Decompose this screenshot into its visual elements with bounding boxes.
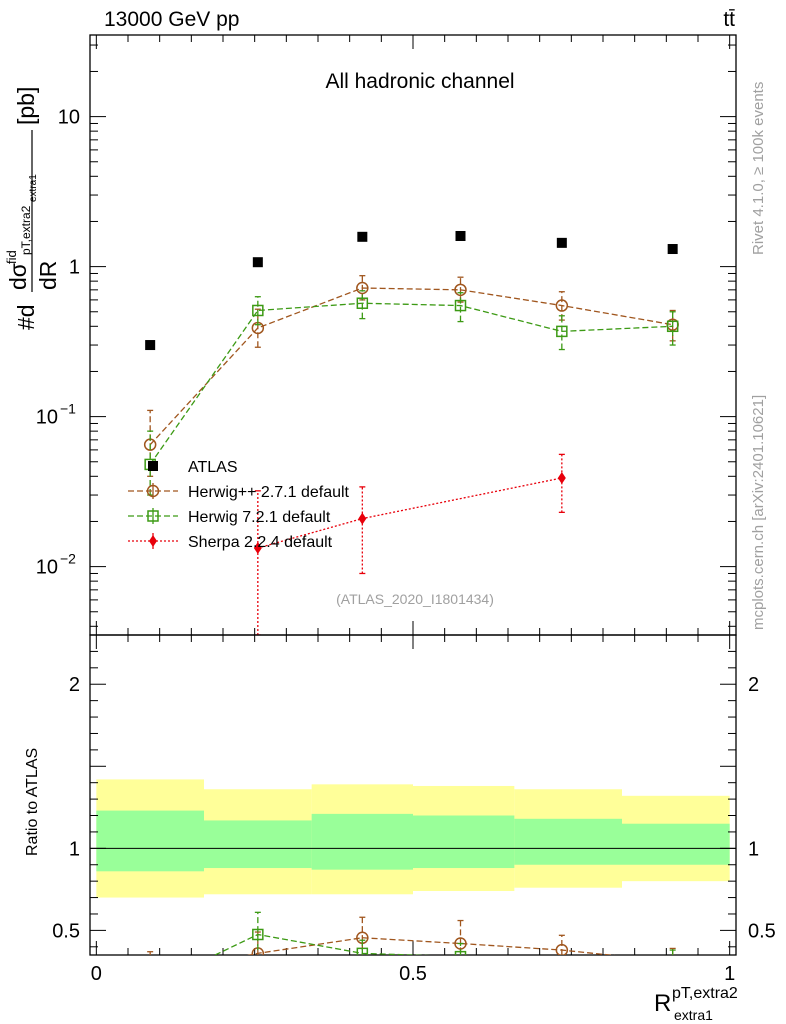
data-point bbox=[556, 325, 568, 338]
data-point bbox=[667, 244, 678, 255]
y-tick-label: 1 bbox=[69, 257, 80, 279]
ratio-y-tick-label-left: 1 bbox=[69, 838, 80, 860]
series-herwig-7-2-1-default bbox=[144, 290, 679, 496]
rivet-version-label: Rivet 4.1.0, ≥ 100k events bbox=[750, 82, 767, 255]
ratio-y-axis-label: Ratio to ATLAS bbox=[24, 748, 41, 856]
ratio-y-tick-label-left: 0.5 bbox=[52, 920, 80, 942]
main-y-axis-label: #d dσ fid dR pT,extra2 extra1 [pb] bbox=[4, 87, 61, 330]
legend-marker bbox=[146, 484, 160, 498]
legend-item: ATLAS bbox=[148, 459, 238, 476]
band-green-bin bbox=[311, 813, 413, 870]
ratio-y-tick-label-right: 2 bbox=[748, 674, 759, 696]
ratio-series-herwig-7-2-1-default bbox=[145, 911, 678, 991]
channel-title: All hadronic channel bbox=[325, 70, 514, 93]
band-green-bin bbox=[204, 820, 312, 869]
y-tick-exponent: −1 bbox=[60, 401, 76, 417]
data-point bbox=[454, 283, 467, 297]
svg-text:pT,extra2: pT,extra2 bbox=[19, 205, 33, 255]
data-point bbox=[455, 230, 466, 241]
ratio-data-point bbox=[356, 947, 369, 955]
analysis-id-label: (ATLAS_2020_I1801434) bbox=[336, 591, 494, 607]
x-tick-label: 0.5 bbox=[399, 963, 427, 985]
ratio-y-tick-label-left: 2 bbox=[69, 674, 80, 696]
ratio-data-point bbox=[667, 956, 678, 967]
legend-label: Herwig++ 2.7.1 default bbox=[188, 484, 350, 501]
legend: ATLAS Herwig++ 2.7.1 default Herwig 7.2.1 … bbox=[128, 459, 350, 551]
data-point bbox=[556, 237, 567, 248]
ratio-series-line bbox=[213, 933, 431, 955]
ratio-data-point bbox=[555, 943, 569, 955]
ratio-y-tick-label-right: 0.5 bbox=[748, 920, 776, 942]
ratio-data-point bbox=[668, 957, 678, 967]
data-point bbox=[252, 304, 264, 317]
legend-marker bbox=[148, 461, 158, 471]
x-axis-label-sub: extra1 bbox=[674, 1007, 713, 1023]
y-tick-exponent: −2 bbox=[60, 551, 76, 567]
ratio-panel: Ratio to ATLAS 0 0.5 1 0.5 0.5 1 1 2 2 bbox=[24, 634, 776, 991]
ratio-data-point bbox=[252, 928, 264, 941]
data-point bbox=[356, 297, 369, 309]
legend-label: Sherpa 2.2.4 default bbox=[188, 534, 333, 551]
svg-text:fid: fid bbox=[4, 250, 19, 264]
legend-label: Herwig 7.2.1 default bbox=[188, 509, 331, 526]
svg-text:[pb]: [pb] bbox=[13, 87, 39, 125]
data-point bbox=[555, 299, 569, 312]
band-green-bin bbox=[622, 823, 730, 865]
ratio-data-point bbox=[145, 981, 155, 991]
band-green-bin bbox=[514, 818, 622, 865]
series-herwig-2-7-1-default bbox=[143, 275, 679, 477]
mcplots-source-label: mcplots.cern.ch [arXiv:2401.10621] bbox=[750, 395, 767, 630]
svg-text:dσ: dσ bbox=[5, 263, 31, 290]
data-point bbox=[356, 281, 369, 295]
series-line bbox=[149, 287, 673, 446]
legend-item: Sherpa 2.2.4 default bbox=[128, 533, 333, 551]
process-label: tt̄ bbox=[723, 8, 735, 31]
svg-text:dR: dR bbox=[35, 261, 61, 290]
legend-label: ATLAS bbox=[188, 459, 238, 476]
x-axis-label-main: R bbox=[654, 990, 671, 1017]
svg-text:#d: #d bbox=[13, 304, 39, 330]
y-tick-label: 10 bbox=[58, 107, 80, 129]
data-point bbox=[357, 231, 368, 242]
ratio-y-tick-label-right: 1 bbox=[748, 838, 759, 860]
data-point bbox=[253, 542, 262, 555]
x-axis-label: R pT,extra2 extra1 bbox=[654, 985, 738, 1023]
series-sherpa-2-2-4-default bbox=[253, 453, 566, 635]
ratio-data-point bbox=[145, 971, 156, 982]
band-green-bin bbox=[96, 810, 204, 872]
data-point bbox=[666, 320, 679, 333]
legend-marker bbox=[149, 535, 157, 547]
svg-text:extra1: extra1 bbox=[28, 174, 39, 202]
main-series-group bbox=[143, 230, 679, 635]
series-line bbox=[149, 302, 673, 465]
data-point bbox=[557, 471, 566, 484]
ratio-data-point bbox=[454, 950, 467, 955]
series-atlas bbox=[145, 230, 678, 351]
x-tick-label: 1 bbox=[724, 963, 735, 985]
legend-marker bbox=[147, 510, 159, 522]
y-tick-label: 10 bbox=[36, 407, 58, 429]
y-tick-label: 10 bbox=[36, 557, 58, 579]
legend-item: Herwig 7.2.1 default bbox=[128, 508, 331, 526]
data-point bbox=[454, 299, 467, 312]
main-panel: All hadronic channel (ATLAS_2020_I180143… bbox=[36, 34, 737, 636]
ratio-series-group bbox=[145, 911, 678, 991]
ratio-uncertainty-bands bbox=[96, 779, 730, 898]
data-point bbox=[358, 512, 367, 525]
x-tick-label: 0 bbox=[91, 963, 102, 985]
data-point bbox=[145, 340, 156, 351]
legend-item: Herwig++ 2.7.1 default bbox=[128, 483, 350, 501]
band-green-bin bbox=[413, 815, 515, 869]
data-point bbox=[252, 257, 263, 268]
x-axis-label-sup: pT,extra2 bbox=[672, 985, 738, 1002]
ratio-data-point bbox=[557, 965, 567, 975]
main-frame bbox=[89, 34, 737, 636]
ratio-series-line bbox=[247, 937, 616, 955]
energy-label: 13000 GeV pp bbox=[104, 8, 239, 31]
